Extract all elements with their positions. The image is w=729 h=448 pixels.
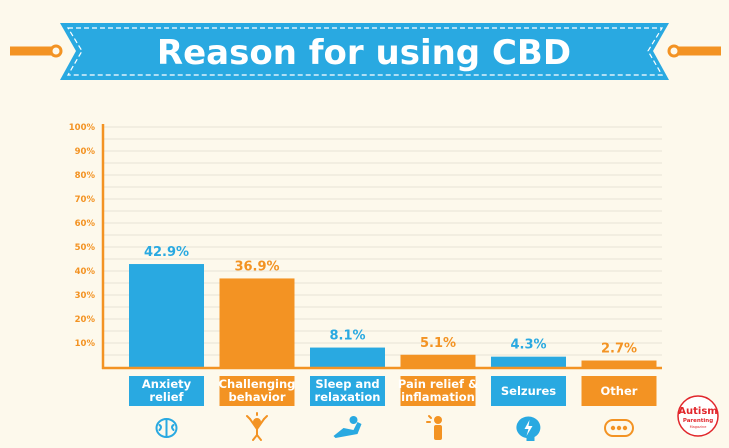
bar: [491, 356, 566, 367]
bar-value-label: 42.9%: [144, 245, 189, 260]
bar-value-label: 5.1%: [420, 336, 456, 351]
pain-person-icon: [426, 415, 442, 440]
logo-line2: Parenting: [683, 418, 713, 424]
y-tick-label: 60%: [75, 219, 96, 229]
bar-value-label: 8.1%: [329, 329, 365, 344]
bar: [129, 264, 204, 367]
category-label: Pain relief &: [398, 377, 478, 391]
bars: 42.9% 36.9% 8.1% 5.1% 4.3% 2.7%: [129, 245, 657, 367]
category-label: relief: [149, 390, 184, 404]
y-tick-label: 90%: [75, 147, 96, 157]
y-tick-label: 80%: [75, 171, 96, 181]
grid: [103, 126, 662, 356]
sleeping-person-icon: [333, 416, 362, 438]
category-label-box: [400, 376, 476, 406]
y-tick-label: 30%: [75, 291, 96, 301]
brain-icon: [155, 418, 178, 438]
category-label-box: [581, 376, 657, 406]
category-label: Selzures: [501, 384, 556, 398]
banner-right-knob: [667, 44, 681, 58]
category-label-box: [219, 376, 295, 406]
category-label-box: [491, 376, 566, 406]
bar: [219, 278, 295, 367]
y-tick-label: 100%: [69, 123, 96, 133]
category-label: Anxiety: [142, 377, 192, 391]
banner-stitch: [66, 27, 664, 76]
banner-ribbon: [60, 23, 669, 80]
category-label: inflamation: [401, 390, 475, 404]
category-label: Other: [601, 384, 638, 398]
logo-line3: Magazine: [690, 425, 707, 429]
autism-parenting-logo: Autism Parenting Magazine: [677, 395, 719, 437]
y-tick-label: 70%: [75, 195, 96, 205]
bar: [400, 354, 476, 367]
category-label: Sleep and: [315, 377, 379, 391]
ellipsis-icon: [604, 419, 634, 437]
chart-title: Reason for using CBD: [157, 33, 571, 73]
category-label: relaxation: [315, 390, 381, 404]
category-icons: [155, 412, 634, 441]
bar-value-label: 2.7%: [601, 342, 637, 357]
banner-left-knob: [49, 44, 63, 58]
y-tick-label: 20%: [75, 315, 96, 325]
bar-value-label: 4.3%: [510, 338, 546, 353]
y-axis-ticks: 10% 20% 30% 40% 50% 60% 70% 80% 90% 100%: [69, 123, 96, 349]
category-label: behavior: [229, 390, 286, 404]
category-label: Challenging: [219, 377, 296, 391]
bar-value-label: 36.9%: [234, 259, 279, 274]
logo-line1: Autism: [678, 406, 717, 417]
category-label-box: [310, 376, 385, 406]
category-label-box: [129, 376, 204, 406]
axes: [101, 124, 662, 370]
head-lightning-icon: [516, 416, 541, 441]
bar: [581, 360, 657, 367]
y-tick-label: 10%: [75, 339, 96, 349]
bar: [310, 347, 385, 367]
title-banner: Reason for using CBD: [10, 23, 721, 80]
y-tick-label: 40%: [75, 267, 96, 277]
stressed-person-icon: [246, 412, 268, 441]
y-tick-label: 50%: [75, 243, 96, 253]
